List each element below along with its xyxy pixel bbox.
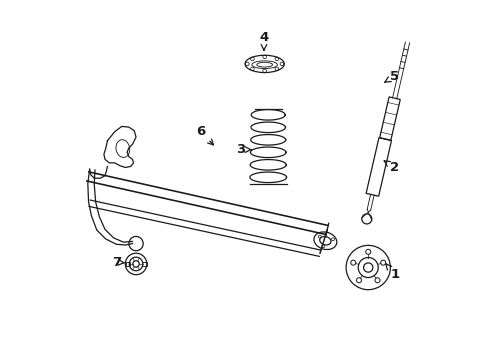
Text: 5: 5 (385, 70, 399, 83)
Text: 6: 6 (196, 125, 214, 145)
Text: 2: 2 (384, 161, 399, 174)
Text: 3: 3 (236, 143, 251, 156)
Text: 4: 4 (259, 31, 269, 50)
Text: 7: 7 (112, 256, 124, 269)
Bar (126, 262, 130, 266)
Text: 1: 1 (386, 264, 400, 281)
Bar (143, 262, 147, 266)
